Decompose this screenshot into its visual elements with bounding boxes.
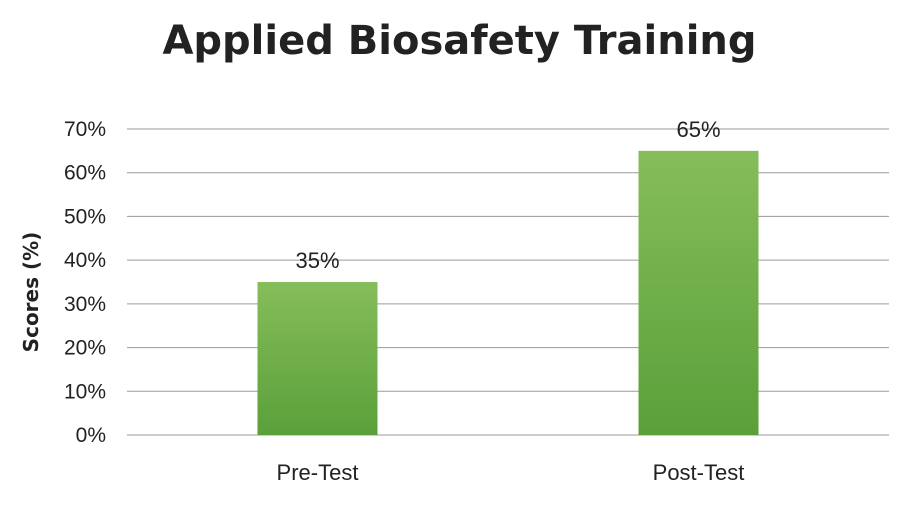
- y-tick-label: 20%: [64, 337, 106, 360]
- gridlines: [127, 128, 889, 436]
- y-axis-label: Scores (%): [19, 232, 43, 353]
- x-axis-categories: Pre-Test Post-Test: [277, 460, 745, 485]
- y-tick-label: 0%: [76, 424, 106, 447]
- data-label: 65%: [676, 117, 720, 142]
- bars: [257, 150, 759, 435]
- y-tick-label: 40%: [64, 249, 106, 272]
- x-category-label: Post-Test: [653, 460, 745, 485]
- y-tick-label: 60%: [64, 162, 106, 185]
- bar-pre-test: [257, 282, 378, 435]
- y-tick-label: 50%: [64, 205, 106, 228]
- y-tick-label: 70%: [64, 118, 106, 141]
- bar-post-test: [638, 150, 759, 435]
- data-labels: 35% 65%: [295, 117, 720, 273]
- y-axis-ticks: 0% 10% 20% 30% 40% 50% 60% 70%: [64, 118, 106, 447]
- y-tick-label: 10%: [64, 380, 106, 403]
- chart-title: Applied Biosafety Training: [162, 18, 757, 64]
- y-tick-label: 30%: [64, 293, 106, 316]
- data-label: 35%: [295, 248, 339, 273]
- x-category-label: Pre-Test: [277, 460, 359, 485]
